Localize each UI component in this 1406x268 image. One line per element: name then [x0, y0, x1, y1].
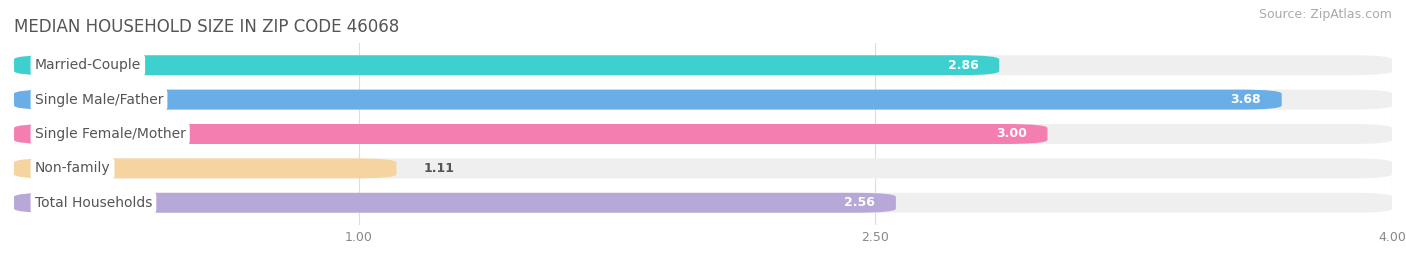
- Text: 1.11: 1.11: [425, 162, 456, 175]
- Text: Non-family: Non-family: [35, 161, 110, 175]
- FancyBboxPatch shape: [14, 124, 1392, 144]
- Text: Single Female/Mother: Single Female/Mother: [35, 127, 186, 141]
- FancyBboxPatch shape: [14, 55, 1000, 75]
- Text: 2.56: 2.56: [845, 196, 875, 209]
- Text: 3.68: 3.68: [1230, 93, 1261, 106]
- Text: 2.86: 2.86: [948, 59, 979, 72]
- Text: Single Male/Father: Single Male/Father: [35, 93, 163, 107]
- FancyBboxPatch shape: [14, 193, 1392, 213]
- Text: 3.00: 3.00: [995, 128, 1026, 140]
- Text: Source: ZipAtlas.com: Source: ZipAtlas.com: [1258, 8, 1392, 21]
- Text: Married-Couple: Married-Couple: [35, 58, 141, 72]
- FancyBboxPatch shape: [14, 90, 1282, 110]
- FancyBboxPatch shape: [14, 90, 1392, 110]
- FancyBboxPatch shape: [14, 193, 896, 213]
- Text: Total Households: Total Households: [35, 196, 152, 210]
- FancyBboxPatch shape: [14, 158, 396, 178]
- FancyBboxPatch shape: [14, 158, 1392, 178]
- Text: MEDIAN HOUSEHOLD SIZE IN ZIP CODE 46068: MEDIAN HOUSEHOLD SIZE IN ZIP CODE 46068: [14, 18, 399, 36]
- FancyBboxPatch shape: [14, 124, 1047, 144]
- FancyBboxPatch shape: [14, 55, 1392, 75]
